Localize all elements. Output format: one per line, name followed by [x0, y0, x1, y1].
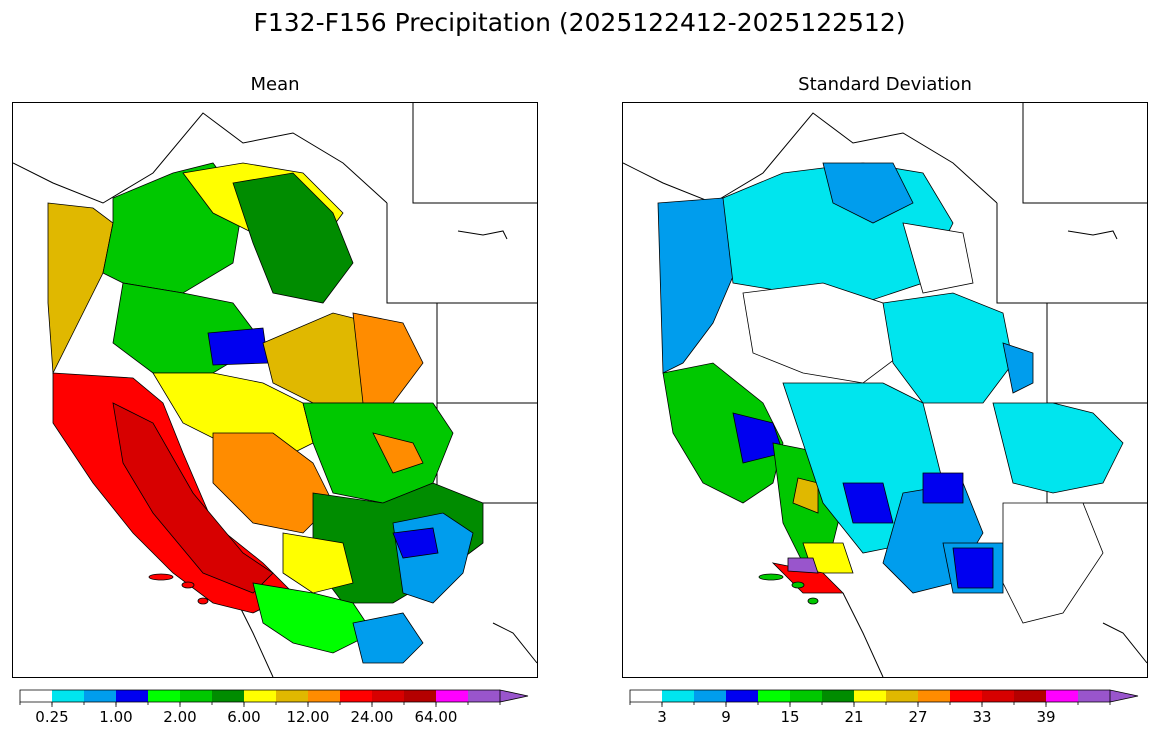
- mean-colorbar: 0.25 1.00 2.00 6.00 12.00 24.00 64.00: [19, 689, 529, 726]
- mean-colorbar-bin: [372, 690, 405, 702]
- mean-colorbar-bin: [116, 690, 149, 702]
- mean-panel-title: Mean: [250, 74, 300, 95]
- mean-colorbar-tick-label: 24.00: [351, 708, 394, 726]
- stddev-colorbar-bin: [982, 690, 1015, 702]
- stddev-colorbar-bin: [886, 690, 919, 702]
- mean-colorbar-bin: [212, 690, 245, 702]
- mean-colorbar-tick-label: 0.25: [35, 708, 68, 726]
- stddev-colorbar-bin: [1046, 690, 1079, 702]
- mean-colorbar-bin: [404, 690, 437, 702]
- stddev-colorbar-bin: [1078, 690, 1111, 702]
- figure-title: F132-F156 Precipitation (2025122412-2025…: [253, 8, 906, 37]
- mean-colorbar-tick-label: 64.00: [415, 708, 458, 726]
- stddev-colorbar-tick-label: 21: [844, 708, 863, 726]
- stddev-colorbar-bin: [918, 690, 951, 702]
- mean-colorbar-bin: [180, 690, 213, 702]
- stddev-colorbar-bin: [854, 690, 887, 702]
- stddev-colorbar-extend: [1109, 689, 1139, 703]
- stddev-colorbar-bin: [630, 690, 663, 702]
- stddev-colorbar-bin: [822, 690, 855, 702]
- stddev-colorbar-tick-label: 3: [657, 708, 667, 726]
- mean-colorbar-bin: [276, 690, 309, 702]
- mean-colorbar-tick-label: 2.00: [163, 708, 196, 726]
- stddev-colorbar-tick-label: 39: [1036, 708, 1055, 726]
- stddev-colorbar-tick-label: 9: [721, 708, 731, 726]
- mean-colorbar-bin: [84, 690, 117, 702]
- stddev-colorbar-bin: [1014, 690, 1047, 702]
- stddev-colorbar-bin: [726, 690, 759, 702]
- stddev-map: [622, 102, 1148, 678]
- mean-colorbar-tick-label: 6.00: [227, 708, 260, 726]
- stddev-colorbar-bin: [758, 690, 791, 702]
- stddev-colorbar-bin: [950, 690, 983, 702]
- mean-colorbar-bin: [244, 690, 277, 702]
- stddev-panel-title: Standard Deviation: [798, 74, 972, 95]
- stddev-colorbar-tick-label: 27: [908, 708, 927, 726]
- mean-colorbar-bin: [20, 690, 53, 702]
- mean-colorbar-tick-label: 1.00: [99, 708, 132, 726]
- mean-colorbar-bin: [468, 690, 501, 702]
- mean-colorbar-bin: [52, 690, 85, 702]
- stddev-colorbar-bin: [662, 690, 695, 702]
- mean-colorbar-bin: [308, 690, 341, 702]
- stddev-colorbar: 3 9 15 21 27 33 39: [629, 689, 1139, 726]
- stddev-colorbar-tick-label: 33: [972, 708, 991, 726]
- stddev-colorbar-bin: [694, 690, 727, 702]
- mean-colorbar-extend: [499, 689, 529, 703]
- stddev-colorbar-bin: [790, 690, 823, 702]
- mean-colorbar-bin: [148, 690, 181, 702]
- mean-map-regions: [47, 162, 484, 664]
- stddev-map-regions: [657, 162, 1124, 624]
- stddev-colorbar-tick-label: 15: [780, 708, 799, 726]
- mean-map: [12, 102, 538, 678]
- mean-colorbar-tick-label: 12.00: [287, 708, 330, 726]
- mean-colorbar-bin: [340, 690, 373, 702]
- mean-colorbar-bin: [436, 690, 469, 702]
